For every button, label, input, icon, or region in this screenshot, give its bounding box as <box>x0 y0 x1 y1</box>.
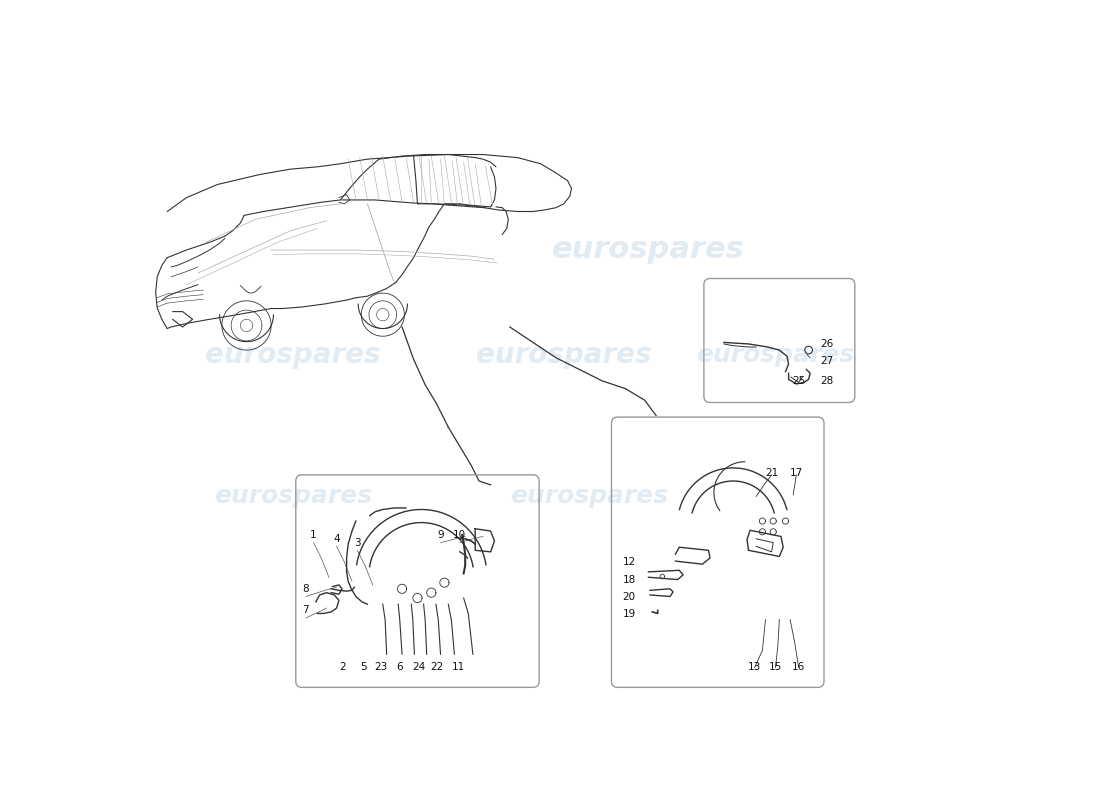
Text: 9: 9 <box>437 530 444 540</box>
Text: 21: 21 <box>764 468 779 478</box>
Text: 7: 7 <box>302 606 309 615</box>
Text: 22: 22 <box>430 662 443 672</box>
Text: eurospares: eurospares <box>205 341 381 369</box>
Text: 12: 12 <box>623 557 636 567</box>
Text: 23: 23 <box>374 662 387 672</box>
Text: 6: 6 <box>396 662 403 672</box>
Text: 28: 28 <box>821 376 834 386</box>
Text: 17: 17 <box>790 468 803 478</box>
Text: eurospares: eurospares <box>213 485 372 509</box>
Text: 5: 5 <box>360 662 367 672</box>
Text: eurospares: eurospares <box>696 342 855 366</box>
Text: 1: 1 <box>310 530 317 540</box>
Text: 4: 4 <box>333 534 340 544</box>
Text: 13: 13 <box>748 662 761 672</box>
Text: eurospares: eurospares <box>476 341 651 369</box>
Text: 3: 3 <box>354 538 361 547</box>
Text: 8: 8 <box>302 584 309 594</box>
Text: 27: 27 <box>821 356 834 366</box>
Text: 2: 2 <box>340 662 346 672</box>
Text: eurospares: eurospares <box>552 235 745 265</box>
Text: 20: 20 <box>623 591 636 602</box>
Text: 19: 19 <box>623 610 636 619</box>
Text: 15: 15 <box>769 662 782 672</box>
Text: 10: 10 <box>453 530 466 540</box>
Text: 26: 26 <box>821 339 834 349</box>
Text: 18: 18 <box>623 574 636 585</box>
Text: 11: 11 <box>452 662 465 672</box>
Text: 16: 16 <box>792 662 805 672</box>
Text: 24: 24 <box>412 662 426 672</box>
Text: 25: 25 <box>792 376 805 386</box>
Text: eurospares: eurospares <box>510 485 668 509</box>
